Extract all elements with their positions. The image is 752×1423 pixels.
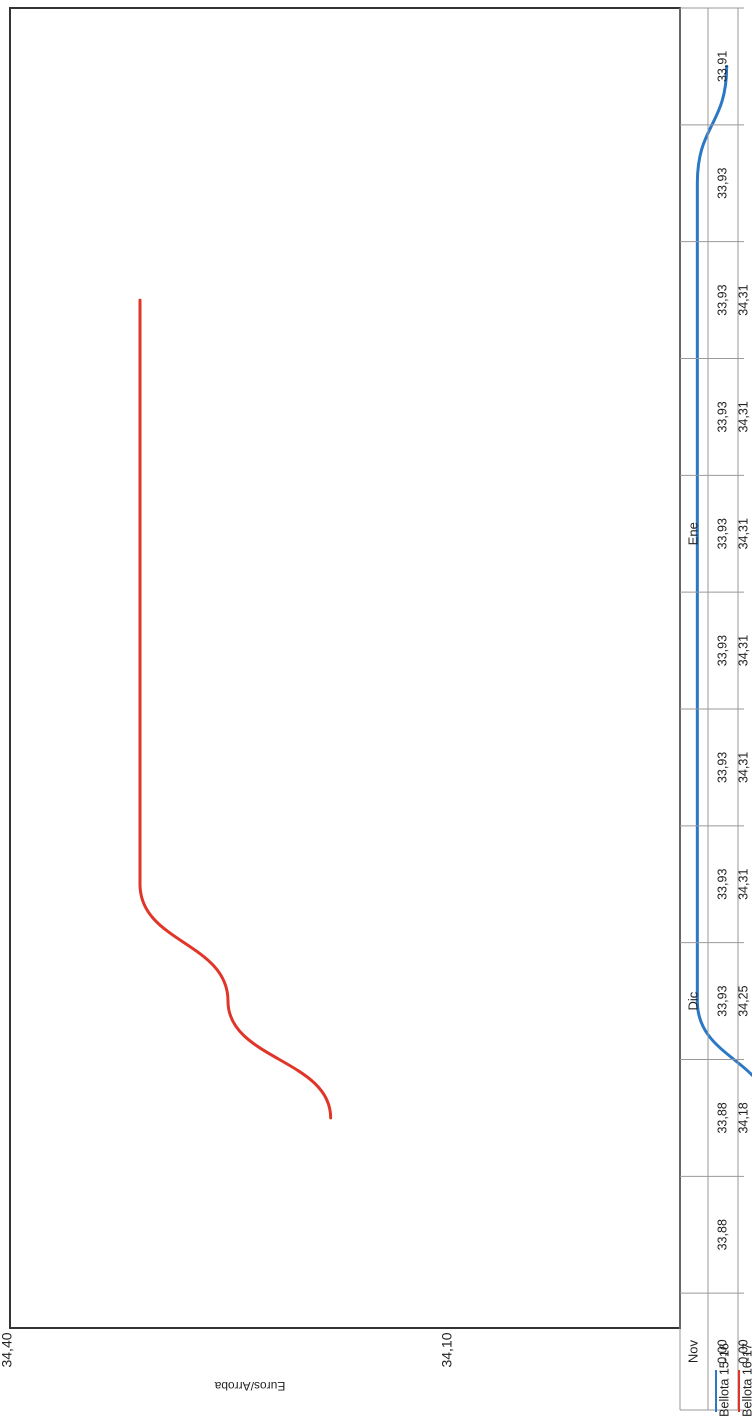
plot-area xyxy=(9,7,681,1329)
data-label: 33,91 xyxy=(715,51,729,82)
legend-entry: Bellota 15-16 xyxy=(717,1343,731,1417)
data-label: 33,93 xyxy=(715,168,729,199)
data-label: 0,00 xyxy=(736,1339,750,1363)
legend-entry: Bellota 16-17 xyxy=(740,1343,752,1417)
data-label: 34,31 xyxy=(736,635,750,666)
data-label: 0,00 xyxy=(715,1339,729,1363)
data-label: 33,93 xyxy=(715,985,729,1016)
data-label: 34,31 xyxy=(736,752,750,783)
data-label: 34,18 xyxy=(736,1102,750,1133)
data-label: 33,93 xyxy=(715,518,729,549)
data-label: 33,88 xyxy=(715,1102,729,1133)
data-label: 33,88 xyxy=(715,1219,729,1250)
data-label: 33,93 xyxy=(715,401,729,432)
data-label: 34,31 xyxy=(736,869,750,900)
data-label: 33,93 xyxy=(715,635,729,666)
data-label: 33,93 xyxy=(715,869,729,900)
data-label: 34,31 xyxy=(736,284,750,315)
series-line xyxy=(138,298,333,1120)
data-label: 34,31 xyxy=(736,401,750,432)
data-label: 33,93 xyxy=(715,752,729,783)
data-label: 34,25 xyxy=(736,985,750,1016)
y-axis-title: Euros/Arroba xyxy=(214,1379,285,1393)
category-group-label: Dic xyxy=(685,991,700,1010)
data-label: 33,93 xyxy=(715,284,729,315)
y-tick-label: 34,40 xyxy=(0,1332,15,1367)
category-group-label: Ene xyxy=(685,522,700,545)
series-line xyxy=(695,64,752,1078)
category-group-label: Nov xyxy=(685,1340,700,1364)
data-label: 34,31 xyxy=(736,518,750,549)
y-tick-label: 34,10 xyxy=(439,1332,455,1367)
